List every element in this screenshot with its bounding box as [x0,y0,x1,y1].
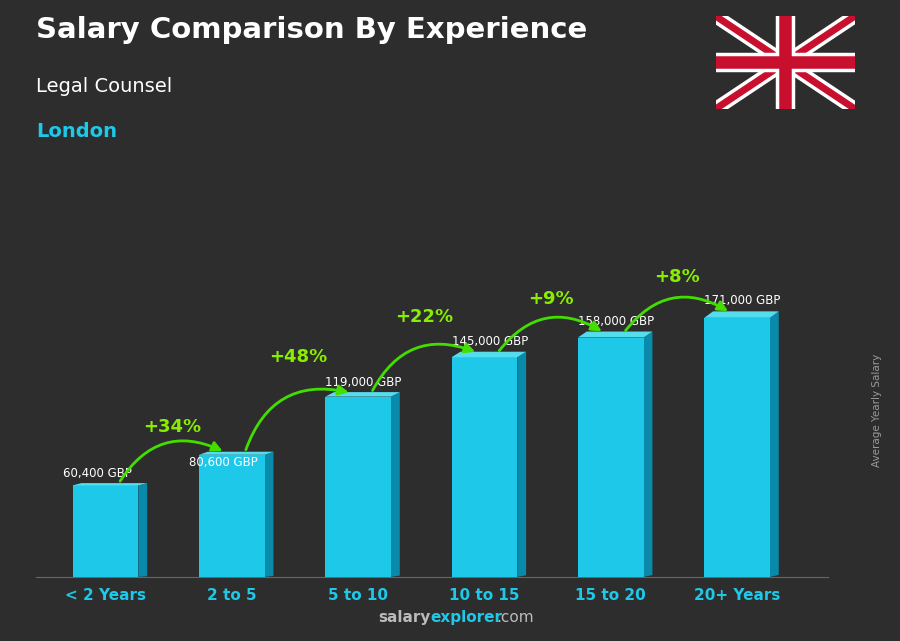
Text: Legal Counsel: Legal Counsel [36,77,172,96]
Bar [325,397,391,577]
Text: Salary Comparison By Experience: Salary Comparison By Experience [36,16,587,44]
Text: 158,000 GBP: 158,000 GBP [578,315,654,328]
Polygon shape [265,452,274,577]
Bar [199,454,265,577]
Polygon shape [704,312,778,318]
Text: +22%: +22% [395,308,454,326]
Text: .com: .com [496,610,534,625]
Bar [578,338,644,577]
Text: salary: salary [378,610,430,625]
Polygon shape [518,352,526,577]
Polygon shape [73,483,148,485]
Text: explorer: explorer [430,610,502,625]
Polygon shape [325,392,400,397]
Text: London: London [36,122,117,141]
Polygon shape [644,331,652,577]
Text: 119,000 GBP: 119,000 GBP [325,376,401,389]
Text: 60,400 GBP: 60,400 GBP [62,467,131,480]
Bar [452,357,518,577]
Text: 145,000 GBP: 145,000 GBP [452,335,527,349]
Text: 171,000 GBP: 171,000 GBP [704,294,780,308]
Bar [704,318,770,577]
Text: 80,600 GBP: 80,600 GBP [189,456,257,469]
Polygon shape [139,483,148,577]
Polygon shape [770,312,778,577]
Text: +34%: +34% [143,418,201,436]
Bar [73,485,139,577]
Polygon shape [199,452,274,454]
Text: +9%: +9% [528,290,573,308]
Polygon shape [391,392,400,577]
Polygon shape [578,331,652,338]
Text: +48%: +48% [269,348,328,366]
Text: +8%: +8% [654,268,700,286]
Text: Average Yearly Salary: Average Yearly Salary [872,354,883,467]
Polygon shape [452,352,526,357]
